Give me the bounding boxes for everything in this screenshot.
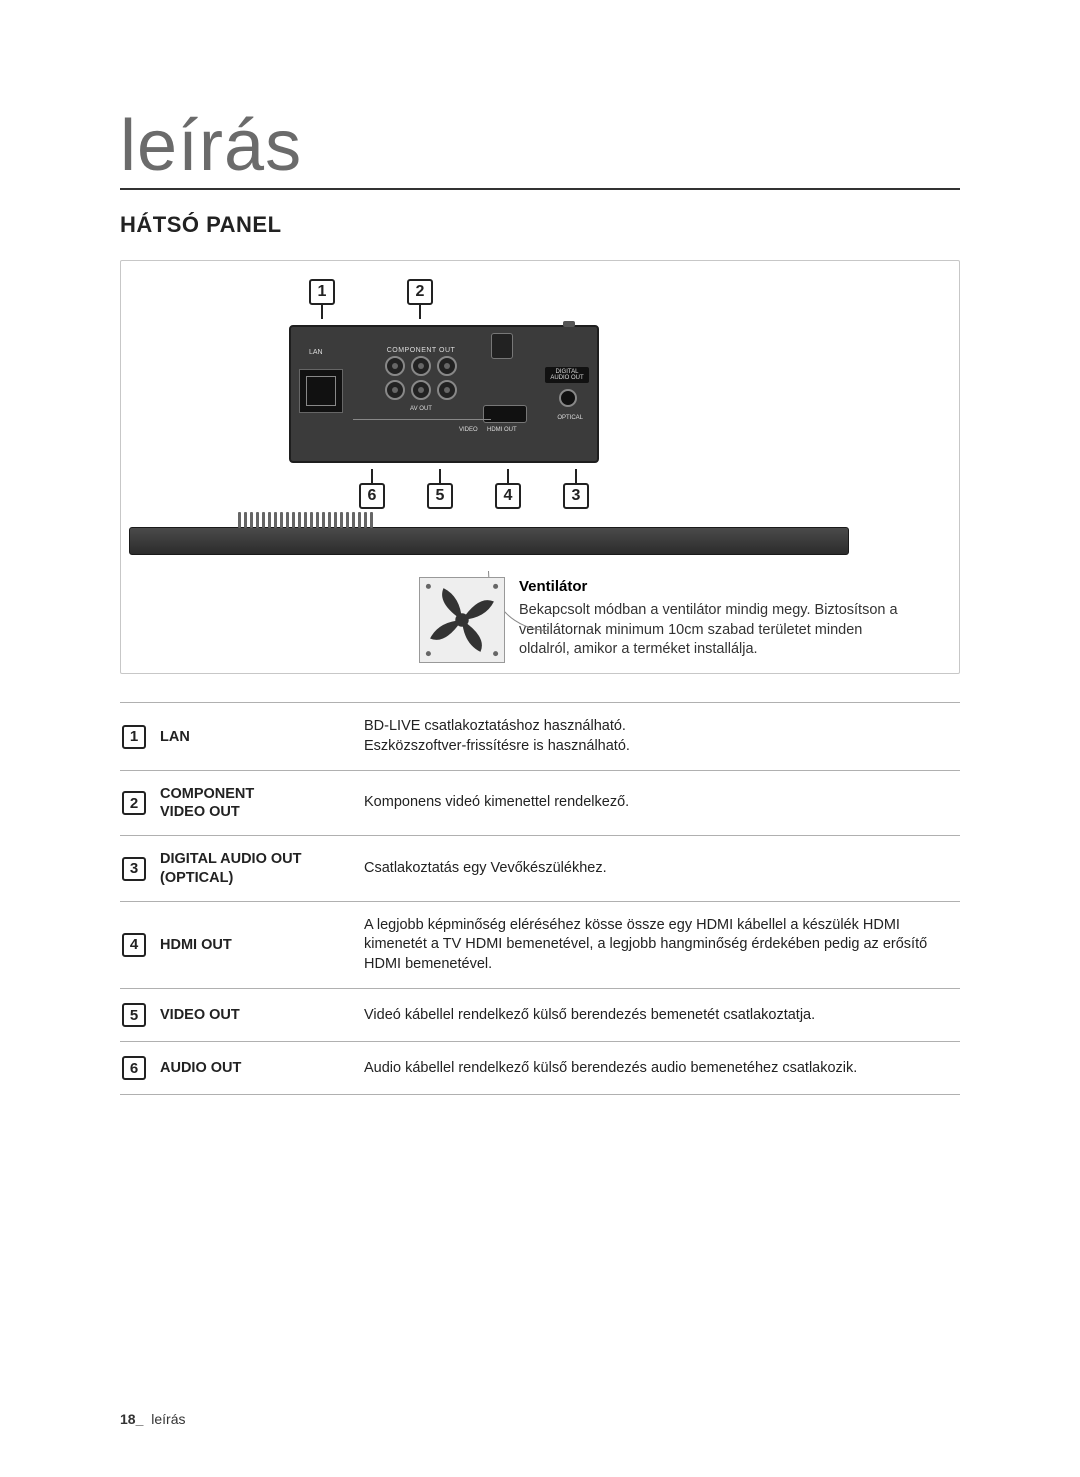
row-name: HDMI OUT [160,936,350,954]
row-num: 4 [122,933,146,957]
page-footer: 18_ leírás [120,1411,185,1427]
connector-table: 1 LAN BD-LIVE csatlakoztatáshoz használh… [120,702,960,1095]
top-connector [491,333,513,359]
row-desc: Audio kábellel rendelkező külső berendez… [364,1059,857,1079]
page-title: leírás [120,110,960,182]
fan-body: Bekapcsolt módban a ventilátor mindig me… [519,601,899,660]
title-rule [120,188,960,190]
row-name: AUDIO OUT [160,1059,350,1077]
video-label: VIDEO [459,427,478,433]
callout-2: 2 [407,279,433,305]
component-out-label: COMPONENT OUT [361,347,481,354]
fan-info: Ventilátor Bekapcsolt módban a ventiláto… [419,577,941,663]
section-heading: HÁTSÓ PANEL [120,212,960,238]
callout-4: 4 [495,483,521,509]
row-desc: BD-LIVE csatlakoztatáshoz használható.Es… [364,717,630,756]
table-row: 3 DIGITAL AUDIO OUT(OPTICAL) Csatlakozta… [120,836,960,901]
component-out-area: COMPONENT OUT AV OUT [361,347,481,412]
row-num: 2 [122,791,146,815]
lan-label: LAN [309,349,323,356]
av-out-label: AV OUT [361,406,481,412]
table-row: 6 AUDIO OUT Audio kábellel rendelkező kü… [120,1042,960,1095]
bottom-callouts: 6 5 4 3 [359,469,941,509]
table-row: 5 VIDEO OUT Videó kábellel rendelkező kü… [120,989,960,1042]
row-num: 1 [122,725,146,749]
table-row: 2 COMPONENTVIDEO OUT Komponens videó kim… [120,771,960,836]
rear-panel-diagram: 1 2 LAN COMPONENT OUT AV OUT DIGITALAUDI… [120,260,960,674]
fan-text: Ventilátor Bekapcsolt módban a ventiláto… [519,577,899,660]
row-num: 6 [122,1056,146,1080]
row-name: LAN [160,728,350,746]
top-callouts: 1 2 [309,279,941,319]
callout-1: 1 [309,279,335,305]
hdmi-port [483,405,527,423]
fan-vent [238,492,438,528]
rear-panel-drawing: LAN COMPONENT OUT AV OUT DIGITALAUDIO OU… [289,325,599,463]
optical-port [559,389,577,407]
table-row: 1 LAN BD-LIVE csatlakoztatáshoz használh… [120,703,960,771]
digital-audio-out-label: DIGITALAUDIO OUT [545,367,589,383]
footer-label: leírás [151,1411,185,1427]
row-num: 3 [122,857,146,881]
row-name: DIGITAL AUDIO OUT(OPTICAL) [160,850,350,886]
row-desc: Videó kábellel rendelkező külső berendez… [364,1006,815,1026]
page-number: 18_ [120,1411,143,1427]
row-desc: Csatlakoztatás egy Vevőkészülékhez. [364,859,607,879]
table-row: 4 HDMI OUT A legjobb képminőség eléréséh… [120,902,960,990]
row-name: COMPONENTVIDEO OUT [160,785,350,821]
unit-top-view [129,527,849,555]
fan-icon [419,577,505,663]
row-name: VIDEO OUT [160,1006,350,1024]
callout-3: 3 [563,483,589,509]
row-desc: Komponens videó kimenettel rendelkező. [364,793,629,813]
row-num: 5 [122,1003,146,1027]
lan-port [299,369,343,413]
fan-title: Ventilátor [519,577,899,597]
hdmi-out-label: HDMI OUT [487,427,517,433]
row-desc: A legjobb képminőség eléréséhez kösse ös… [364,916,954,975]
optical-label: OPTICAL [557,415,583,421]
